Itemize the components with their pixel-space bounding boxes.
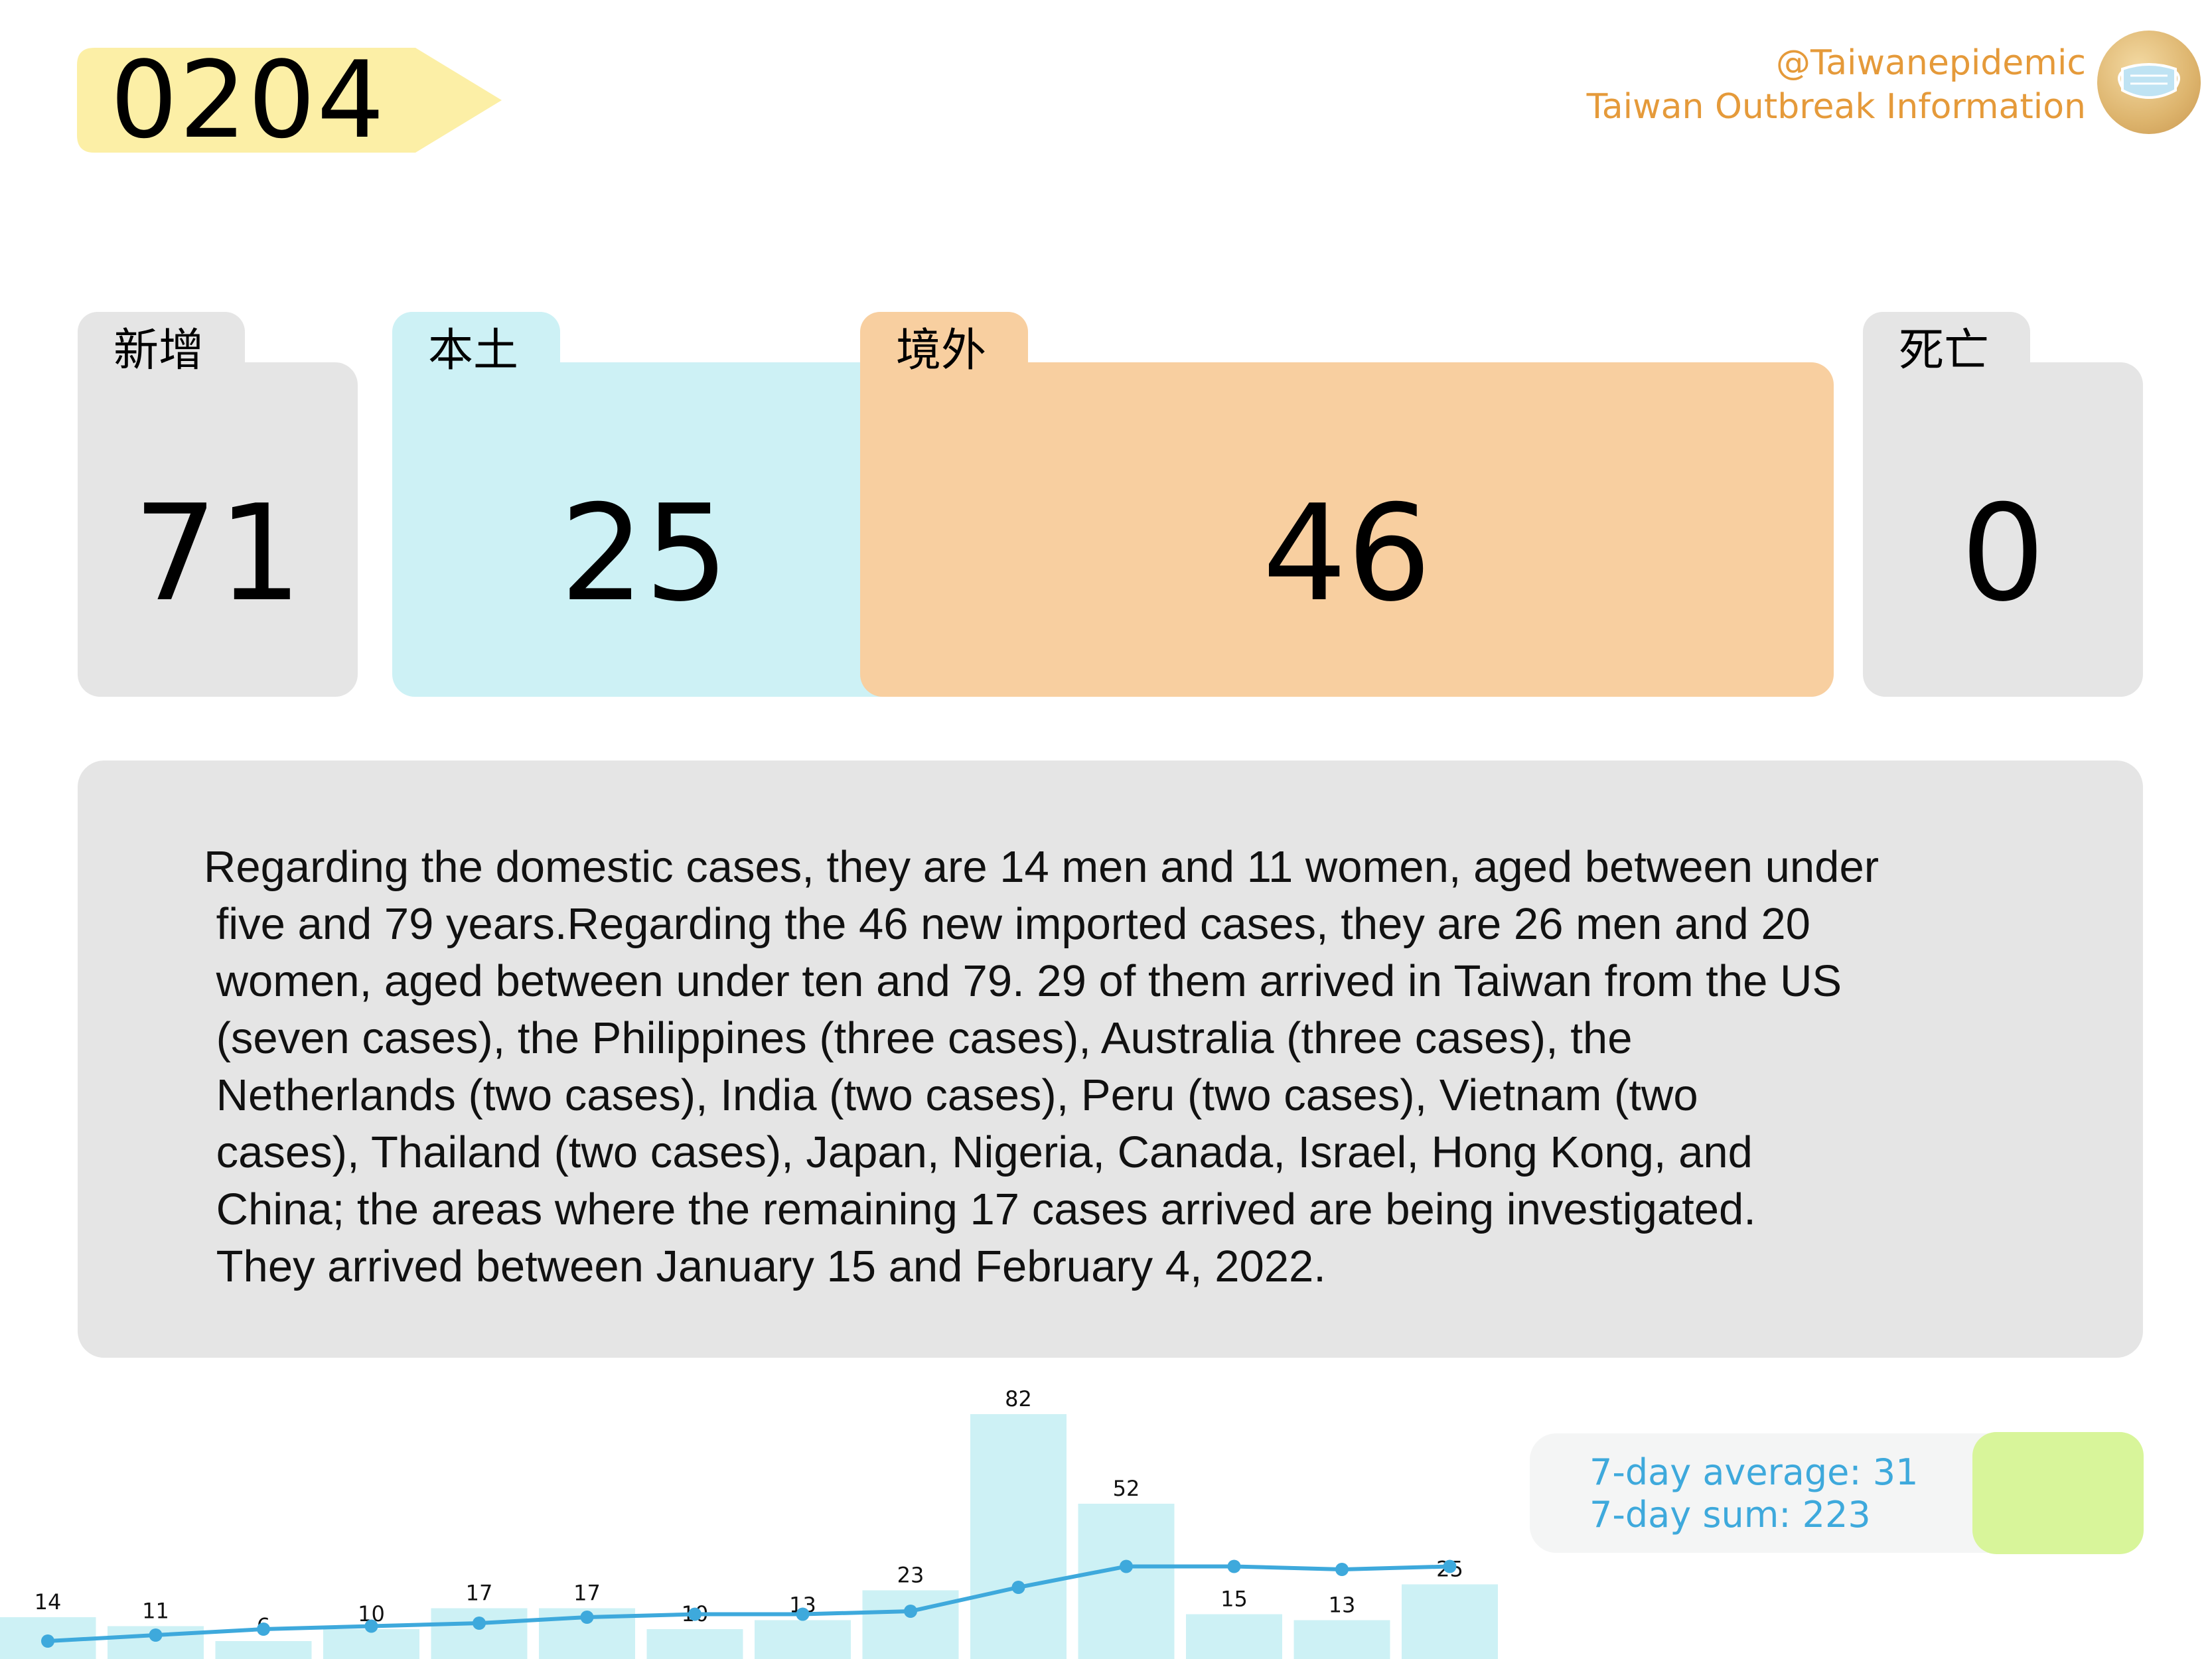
trend-point [580,1611,594,1624]
trend-line [47,1564,1450,1643]
trend-point [688,1607,701,1621]
bar-series [0,1414,1498,1659]
card-imported-body [860,362,1834,697]
brand-name: Taiwan Outbreak Information [1586,87,2086,127]
card-deaths-body [1863,362,2143,697]
card-deaths-label: 死亡 [1899,325,1990,377]
bar [646,1629,743,1659]
trend-point [41,1634,54,1648]
bar [862,1590,959,1659]
card-imported-label: 境外 [896,325,987,377]
bar [1186,1614,1282,1659]
card-new-body [78,362,358,697]
bar-value-label: 17 [466,1581,493,1606]
date-tag-shape [77,48,502,153]
trend-points [41,1559,1457,1648]
card-local-value: 25 [559,476,729,631]
card-imported-value: 46 [1262,476,1432,631]
date-tag: 0204 [77,38,502,162]
bar-value-label: 52 [1113,1476,1140,1501]
trend-point [473,1617,486,1630]
bar [1078,1504,1175,1659]
summary-panel: Regarding the domestic cases, they are 1… [78,760,2143,1358]
seven-day-average: 7-day average: 31 [1589,1451,1919,1493]
bar [970,1414,1067,1659]
bar [215,1641,312,1659]
trend-point [904,1605,917,1618]
card-local-cases: 本土 25 [392,312,923,697]
card-new-cases: 新增 71 [78,312,358,697]
brand-handle: @Taiwanepidemic [1776,43,2086,83]
bar [1402,1584,1498,1659]
trend-point [257,1623,270,1636]
card-new-value: 71 [133,476,303,631]
bar [323,1629,419,1659]
stats-accent [1972,1432,2144,1554]
card-local-label: 本土 [428,325,519,377]
bar [1293,1620,1390,1659]
face-mask-icon [2118,63,2180,99]
bar-value-label: 17 [573,1581,601,1606]
bar-value-label: 11 [142,1599,169,1624]
bar-value-label: 14 [35,1589,62,1615]
trend-point [364,1619,378,1633]
trend-point [1011,1581,1025,1594]
stats-text: 7-day average: 31 7-day sum: 223 [1589,1451,1918,1536]
bar [755,1620,851,1659]
seven-day-sum: 7-day sum: 223 [1589,1494,1871,1536]
brand-logo [2097,31,2201,134]
summary-text: Regarding the domestic cases, they are 1… [204,842,1880,1291]
date-label: 0204 [110,38,386,162]
trend-point [1120,1559,1133,1573]
cases-chart: 141161017171013238252151325 [0,1386,1498,1659]
bar-value-label: 13 [1329,1593,1356,1618]
trend-point [149,1628,163,1642]
card-new-label: 新增 [113,325,204,377]
card-deaths: 死亡 0 [1863,312,2143,697]
card-deaths-value: 0 [1960,476,2045,631]
trend-point [1443,1559,1457,1573]
trend-point [796,1607,810,1621]
card-imported-cases: 境外 46 [860,312,1834,697]
bar-labels: 141161017171013238252151325 [35,1386,1463,1638]
bar-value-label: 23 [897,1563,924,1588]
trend-point [1335,1563,1349,1576]
bar [431,1608,528,1659]
trend-point [1227,1559,1241,1573]
card-local-body [392,362,923,697]
bar-value-label: 15 [1220,1587,1248,1612]
brand-block: @Taiwanepidemic Taiwan Outbreak Informat… [1587,41,2086,129]
bar-value-label: 82 [1005,1386,1032,1411]
